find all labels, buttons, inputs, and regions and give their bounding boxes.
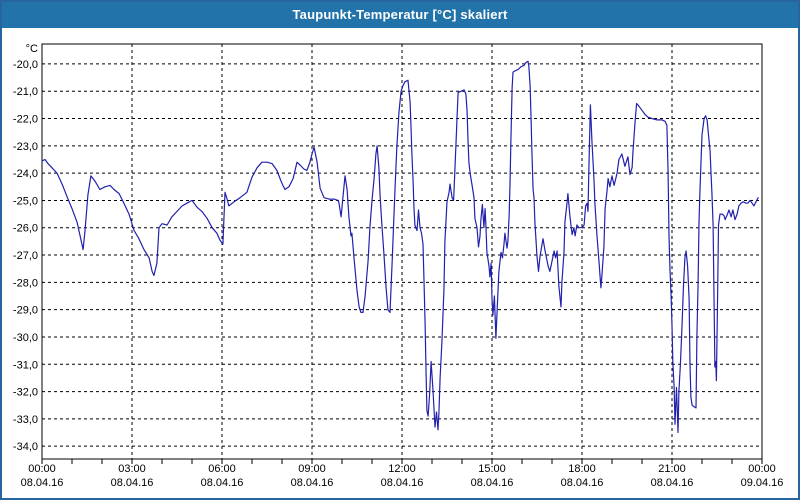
x-tick-time-label: 09:00 (298, 463, 326, 475)
y-tick-label: -26,0 (13, 223, 38, 235)
x-tick-time-label: 00:00 (748, 463, 776, 475)
y-tick-label: -24,0 (13, 168, 38, 180)
y-tick-label: -25,0 (13, 195, 38, 207)
y-tick-label: -28,0 (13, 277, 38, 289)
x-tick-time-label: 00:00 (28, 463, 56, 475)
y-tick-label: -34,0 (13, 441, 38, 453)
y-tick-label: -30,0 (13, 332, 38, 344)
y-tick-label: -29,0 (13, 305, 38, 317)
y-tick-label: -23,0 (13, 141, 38, 153)
x-tick-time-label: 06:00 (208, 463, 236, 475)
x-tick-date-label: 08.04.16 (201, 477, 244, 489)
y-tick-label: -31,0 (13, 359, 38, 371)
x-tick-date-label: 08.04.16 (651, 477, 694, 489)
y-tick-label: -32,0 (13, 387, 38, 399)
x-tick-time-label: 03:00 (118, 463, 146, 475)
title-bar: Taupunkt-Temperatur [°C] skaliert (2, 2, 798, 28)
x-tick-date-label: 08.04.16 (471, 477, 514, 489)
y-tick-label: -22,0 (13, 114, 38, 126)
x-tick-date-label: 09.04.16 (741, 477, 784, 489)
y-tick-label: -33,0 (13, 414, 38, 426)
x-tick-time-label: 15:00 (478, 463, 506, 475)
y-axis-unit-label: °C (26, 43, 38, 55)
x-tick-date-label: 08.04.16 (111, 477, 154, 489)
window-title: Taupunkt-Temperatur [°C] skaliert (292, 7, 508, 22)
y-tick-label: -27,0 (13, 250, 38, 262)
x-tick-time-label: 12:00 (388, 463, 416, 475)
plot-border (41, 43, 763, 460)
x-tick-time-label: 18:00 (568, 463, 596, 475)
y-tick-label: -21,0 (13, 86, 38, 98)
x-tick-date-label: 08.04.16 (381, 477, 424, 489)
x-tick-date-label: 08.04.16 (291, 477, 334, 489)
chart-line (41, 60, 759, 434)
x-tick-date-label: 08.04.16 (21, 477, 64, 489)
y-tick-label: -20,0 (13, 59, 38, 71)
x-tick-date-label: 08.04.16 (561, 477, 604, 489)
x-tick-time-label: 21:00 (658, 463, 686, 475)
